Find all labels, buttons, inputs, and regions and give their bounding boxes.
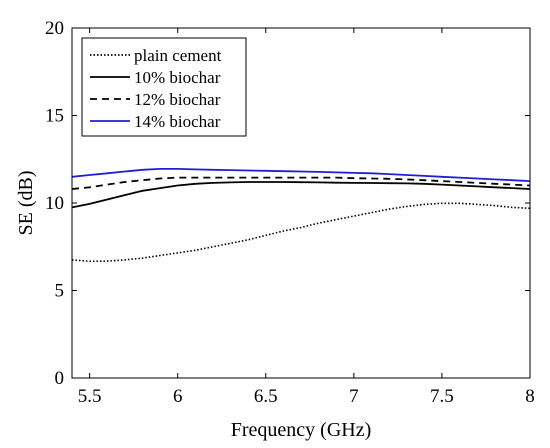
series-line-4 xyxy=(71,168,531,182)
x-tick-label: 6.5 xyxy=(254,386,278,407)
y-tick-label: 10 xyxy=(45,193,64,214)
ticks: 5.5 6 6.5 7 7.5 8 0 5 10 15 20 xyxy=(45,18,535,407)
y-tick-label: 20 xyxy=(45,18,64,39)
legend-label: plain cement xyxy=(134,46,222,65)
legend: plain cement 10% biochar 12% biochar 14% bi… xyxy=(81,37,247,137)
x-tick-label: 7.5 xyxy=(430,386,454,407)
y-tick-label: 0 xyxy=(55,368,65,389)
legend-label: 12% biochar xyxy=(134,90,221,109)
x-tick-label: 5.5 xyxy=(78,386,102,407)
x-tick-label: 6 xyxy=(173,386,183,407)
series-line-2 xyxy=(71,181,531,209)
x-axis-title: Frequency (GHz) xyxy=(231,419,372,441)
legend-label: 14% biochar xyxy=(134,112,221,131)
legend-label: 10% biochar xyxy=(134,68,221,87)
plot-lines xyxy=(71,168,531,263)
y-tick-label: 5 xyxy=(55,281,65,302)
x-tick-label: 7 xyxy=(349,386,359,407)
y-tick-label: 15 xyxy=(45,106,64,127)
y-axis-title: SE (dB) xyxy=(15,171,37,236)
series-line-1 xyxy=(71,202,531,263)
x-tick-label: 8 xyxy=(525,386,535,407)
series-line-3 xyxy=(71,176,531,190)
legend-box xyxy=(81,37,247,137)
